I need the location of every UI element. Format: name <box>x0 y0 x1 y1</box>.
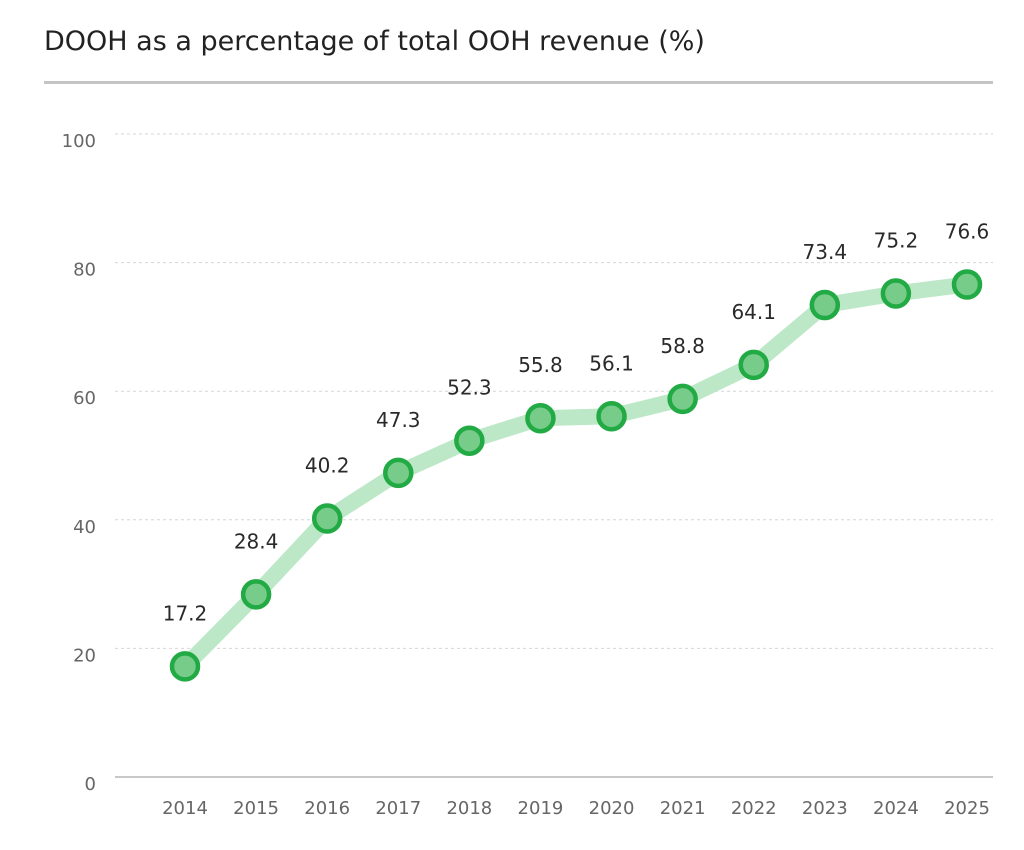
data-label: 73.4 <box>803 240 848 264</box>
y-tick-label: 40 <box>73 517 96 538</box>
x-tick-label: 2015 <box>233 798 279 819</box>
x-tick-label: 2018 <box>446 798 492 819</box>
series-line <box>177 276 975 675</box>
x-tick-label: 2017 <box>375 798 421 819</box>
x-tick-label: 2016 <box>304 798 350 819</box>
data-label: 40.2 <box>305 454 350 478</box>
data-point <box>809 289 841 321</box>
chart-title: DOOH as a percentage of total OOH revenu… <box>44 26 705 57</box>
data-label: 76.6 <box>945 219 990 243</box>
data-point <box>383 457 414 489</box>
y-tick-label: 80 <box>73 260 96 281</box>
data-label: 58.8 <box>660 334 705 358</box>
x-tick-label: 2025 <box>944 798 990 819</box>
y-tick-label: 60 <box>73 388 96 409</box>
data-label: 47.3 <box>376 408 421 432</box>
data-point <box>596 401 627 432</box>
x-tick-label: 2022 <box>731 798 777 819</box>
x-tick-label: 2020 <box>589 798 635 819</box>
data-label: 64.1 <box>731 300 776 324</box>
x-tick-label: 2019 <box>518 798 564 819</box>
data-point <box>240 579 272 610</box>
y-tick-label: 100 <box>62 131 96 152</box>
y-tick-label: 0 <box>85 774 96 795</box>
x-tick-label: 2014 <box>162 798 208 819</box>
data-point <box>454 425 485 456</box>
x-tick-label: 2021 <box>660 798 706 819</box>
title-divider <box>44 81 993 84</box>
data-point <box>311 503 343 534</box>
data-point <box>525 402 556 434</box>
data-label: 75.2 <box>874 228 919 252</box>
data-label: 17.2 <box>163 601 208 625</box>
data-label: 52.3 <box>447 376 492 400</box>
data-label: 55.8 <box>518 353 563 377</box>
data-point <box>667 383 698 415</box>
y-tick-label: 20 <box>73 645 96 666</box>
data-point <box>169 651 201 682</box>
data-label: 28.4 <box>234 529 279 553</box>
x-tick-label: 2023 <box>802 798 848 819</box>
data-point <box>880 278 912 309</box>
data-label: 56.1 <box>589 351 634 375</box>
data-point <box>738 349 769 381</box>
x-tick-label: 2024 <box>873 798 919 819</box>
data-point <box>951 269 983 300</box>
